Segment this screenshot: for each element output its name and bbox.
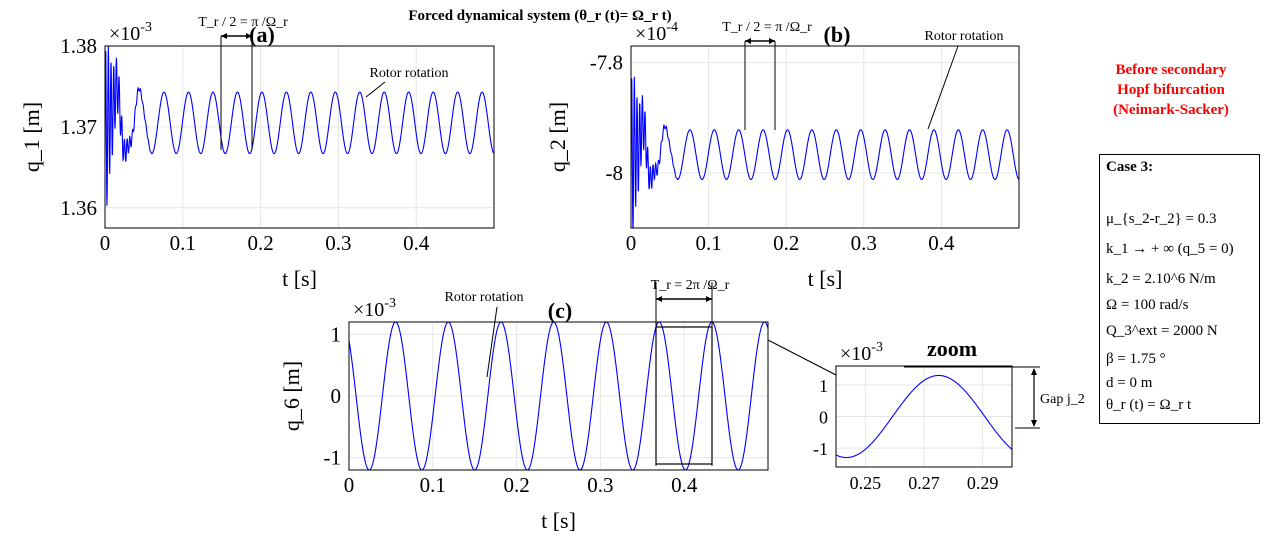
axis-exponent: ×10-3 [109,20,152,45]
axis-exponent: ×10-4 [635,20,678,45]
case-parameters-box: Case 3: μ_{s_2-r_2} = 0.3 k_1 → + ∞ (q_5… [1099,154,1260,424]
exponent-power: -3 [384,296,396,311]
rotor-rotation-label-c: Rotor rotation [445,290,524,305]
plot-frame [630,45,1020,229]
plot-frame [104,45,495,229]
y-tick-label: 1 [331,322,342,346]
x-tick-label: 0.29 [967,473,999,493]
panel-label: (c) [548,298,572,323]
plot-frame [835,365,1013,468]
y-axis-label: q_6 [m] [279,361,304,431]
note-line: Hopf bifurcation [1117,82,1225,98]
x-tick-label: 0.27 [908,473,940,493]
series-line [631,76,1019,228]
gap-arrowheads [1031,368,1037,427]
panel-label: (b) [824,22,851,47]
gap-label: Gap j_2 [1040,392,1085,407]
param-k1: k_1 → + ∞ (q_5 = 0) [1106,241,1234,257]
plot-frame [348,321,769,471]
x-tick-label: 0.2 [503,473,529,497]
param-q3-ext: Q_3^ext = 2000 N [1106,323,1218,339]
x-tick-label: 0.1 [695,231,721,255]
rotor-rotation-pointer-a [365,81,386,98]
param-k2: k_2 = 2.10^6 N/m [1106,271,1216,287]
y-tick-label: -7.8 [590,51,623,75]
half-period-a-label: T_r / 2 = π /Ω_r [198,15,288,30]
y-axis-label: q_1 [m] [19,102,44,172]
y-tick-label: 1 [819,376,828,396]
figure-title: Forced dynamical system (θ_r (t)= Ω_r t) [408,8,671,24]
x-tick-label: 0 [626,231,637,255]
zoom-title: zoom [927,336,977,361]
x-tick-label: 0.2 [773,231,799,255]
period-c-label: T_r = 2π /Ω_r [651,278,730,293]
x-axis-label: t [s] [541,508,576,533]
rotor-rotation-pointer-b [927,45,959,130]
zoom-connector [767,339,837,376]
y-tick-label: 0 [819,408,828,428]
chart-panel-3: 0 0.1 0.2 0.3 0.4-101×10-3 (c)t [s]q_6 [m] [279,296,769,533]
series-line [836,374,1012,459]
chart-panels: 0 0.1 0.2 0.3 0.4 1.36 1.37 1.38 ×10-3 (a) t [s] q_… [19,15,1085,533]
note-line: Before secondary [1115,62,1227,78]
param-theta: θ_r (t) = Ω_r t [1106,397,1192,413]
x-tick-label: 0.4 [403,231,430,255]
x-tick-label: 0 [100,231,111,255]
x-tick-label: 0.1 [170,231,196,255]
chart-panel-2: 0 0.1 0.2 0.3 0.4 -8 -7.8 ×10-4 (b) t [s] q_2 [m] [545,20,1020,291]
x-tick-label: 0.3 [587,473,613,497]
exponent-power: -3 [140,20,152,35]
param-mu: μ_{s_2-r_2} = 0.3 [1106,211,1217,227]
panel-label: (a) [249,22,275,47]
y-tick-label: 1.36 [60,196,97,220]
x-tick-label: 0.4 [671,473,698,497]
exponent-power: -4 [666,20,678,35]
y-tick-label: 0 [331,384,342,408]
y-tick-label: 1.37 [60,115,97,139]
param-beta: β = 1.75 ° [1106,351,1166,367]
param-d: d = 0 m [1106,375,1153,391]
x-tick-label: 0.25 [850,473,882,493]
rotor-rotation-label-b: Rotor rotation [925,29,1004,44]
rotor-rotation-pointer-c [486,306,498,378]
x-tick-label: 0.3 [851,231,877,255]
zoom-window [655,326,713,465]
param-omega: Ω = 100 rad/s [1106,297,1189,313]
case-title: Case 3: [1106,159,1154,175]
period-c-arrowheads [656,296,712,302]
exponent-power: -3 [871,340,883,355]
chart-panel-1: 0 0.1 0.2 0.3 0.4 1.36 1.37 1.38 ×10-3 (a) t [s] q_… [19,20,495,291]
y-tick-label: -1 [813,439,828,459]
x-tick-label: 0.1 [420,473,446,497]
half-period-b-arrowheads [745,38,775,44]
axis-exponent: ×10-3 [840,340,883,365]
x-tick-label: 0.3 [325,231,351,255]
x-tick-label: 0.4 [928,231,955,255]
x-tick-label: 0.2 [247,231,273,255]
y-axis-label: q_2 [m] [545,102,570,172]
x-axis-label: t [s] [282,266,317,291]
bifurcation-note: Before secondary Hopf bifurcation (Neima… [1076,60,1264,120]
y-tick-label: 1.38 [60,34,97,58]
note-line: (Neimark-Sacker) [1113,102,1229,118]
series-line [105,46,494,206]
rotor-rotation-label-a: Rotor rotation [370,66,449,81]
y-tick-label: -8 [606,161,624,185]
annotations: T_r / 2 = π /Ω_r T_r / 2 = π /Ω_r T_r = 2π… [198,15,1085,466]
axis-exponent: ×10-3 [353,296,396,321]
x-axis-label: t [s] [808,266,843,291]
y-tick-label: -1 [324,446,342,470]
chart-panel-4: 0.25 0.27 0.29 -1 0 1 ×10-3 zoom [813,336,1013,493]
x-tick-label: 0 [344,473,355,497]
half-period-b-label: T_r / 2 = π /Ω_r [722,20,812,35]
series-line [349,322,768,470]
